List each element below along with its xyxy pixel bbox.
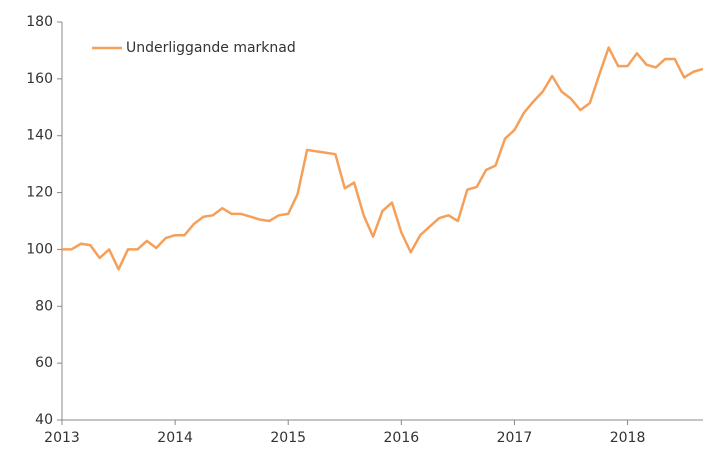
x-tick-label: 2013 [44, 430, 80, 446]
y-tick-label: 60 [35, 355, 53, 371]
y-tick-label: 180 [26, 14, 53, 30]
y-tick-label: 40 [35, 412, 53, 428]
x-tick-label: 2015 [270, 430, 306, 446]
y-tick-label: 120 [26, 185, 53, 201]
legend-label: Underliggande marknad [126, 40, 296, 56]
y-tick-label: 80 [35, 298, 53, 314]
x-tick-label: 2017 [497, 430, 533, 446]
y-tick-label: 160 [26, 71, 53, 87]
x-tick-label: 2018 [610, 430, 646, 446]
x-tick-label: 2016 [384, 430, 420, 446]
x-tick-label: 2014 [157, 430, 193, 446]
data-line [62, 46, 703, 271]
y-tick-label: 100 [26, 241, 53, 257]
y-tick-label: 140 [26, 128, 53, 144]
